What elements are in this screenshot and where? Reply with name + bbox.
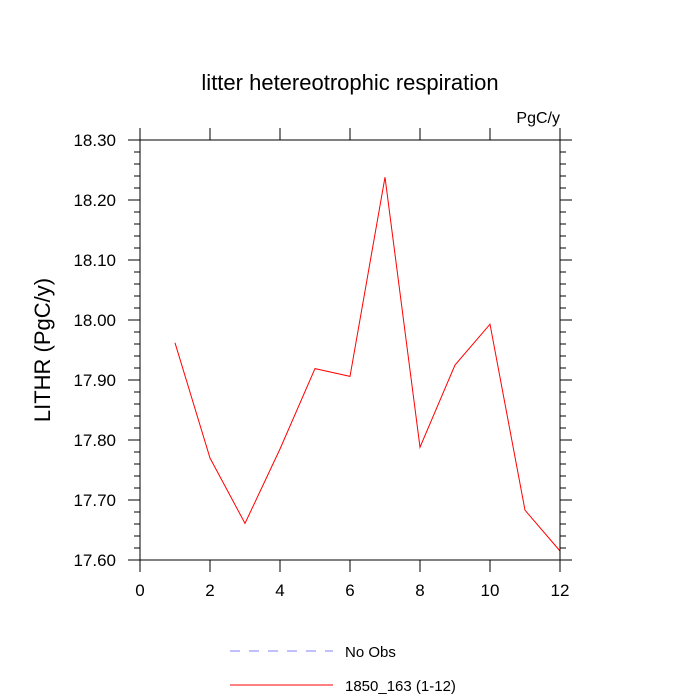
x-tick-label: 8	[415, 581, 424, 600]
y-tick-label: 18.00	[73, 311, 116, 330]
axis-ticks	[128, 128, 572, 572]
x-tick-label: 4	[275, 581, 284, 600]
y-tick-label: 17.80	[73, 431, 116, 450]
x-tick-label: 6	[345, 581, 354, 600]
x-tick-label: 0	[135, 581, 144, 600]
chart-title: litter hetereotrophic respiration	[201, 70, 498, 95]
series-layer	[174, 177, 561, 552]
y-tick-label: 17.90	[73, 371, 116, 390]
legend-label: 1850_163 (1-12)	[345, 678, 456, 695]
y-tick-label: 17.60	[73, 551, 116, 570]
y-tick-label: 18.20	[73, 191, 116, 210]
y-axis-label: LITHR (PgC/y)	[30, 278, 55, 422]
x-tick-label: 12	[551, 581, 570, 600]
legend: No Obs 1850_163 (1-12)	[230, 644, 456, 695]
y-tick-label: 18.30	[73, 131, 116, 150]
series-line	[174, 177, 561, 552]
y-tick-label: 18.10	[73, 251, 116, 270]
legend-label: No Obs	[345, 644, 396, 661]
tick-labels: 0 2 4 6 8 10 12 17.60 17.70 17.80 17.90 18.00 18.10 1…	[73, 131, 569, 600]
x-tick-label: 2	[205, 581, 214, 600]
y-tick-label: 17.70	[73, 491, 116, 510]
plot-frame	[139, 139, 561, 561]
x-tick-label: 10	[481, 581, 500, 600]
units-label: PgC/y	[516, 110, 560, 127]
